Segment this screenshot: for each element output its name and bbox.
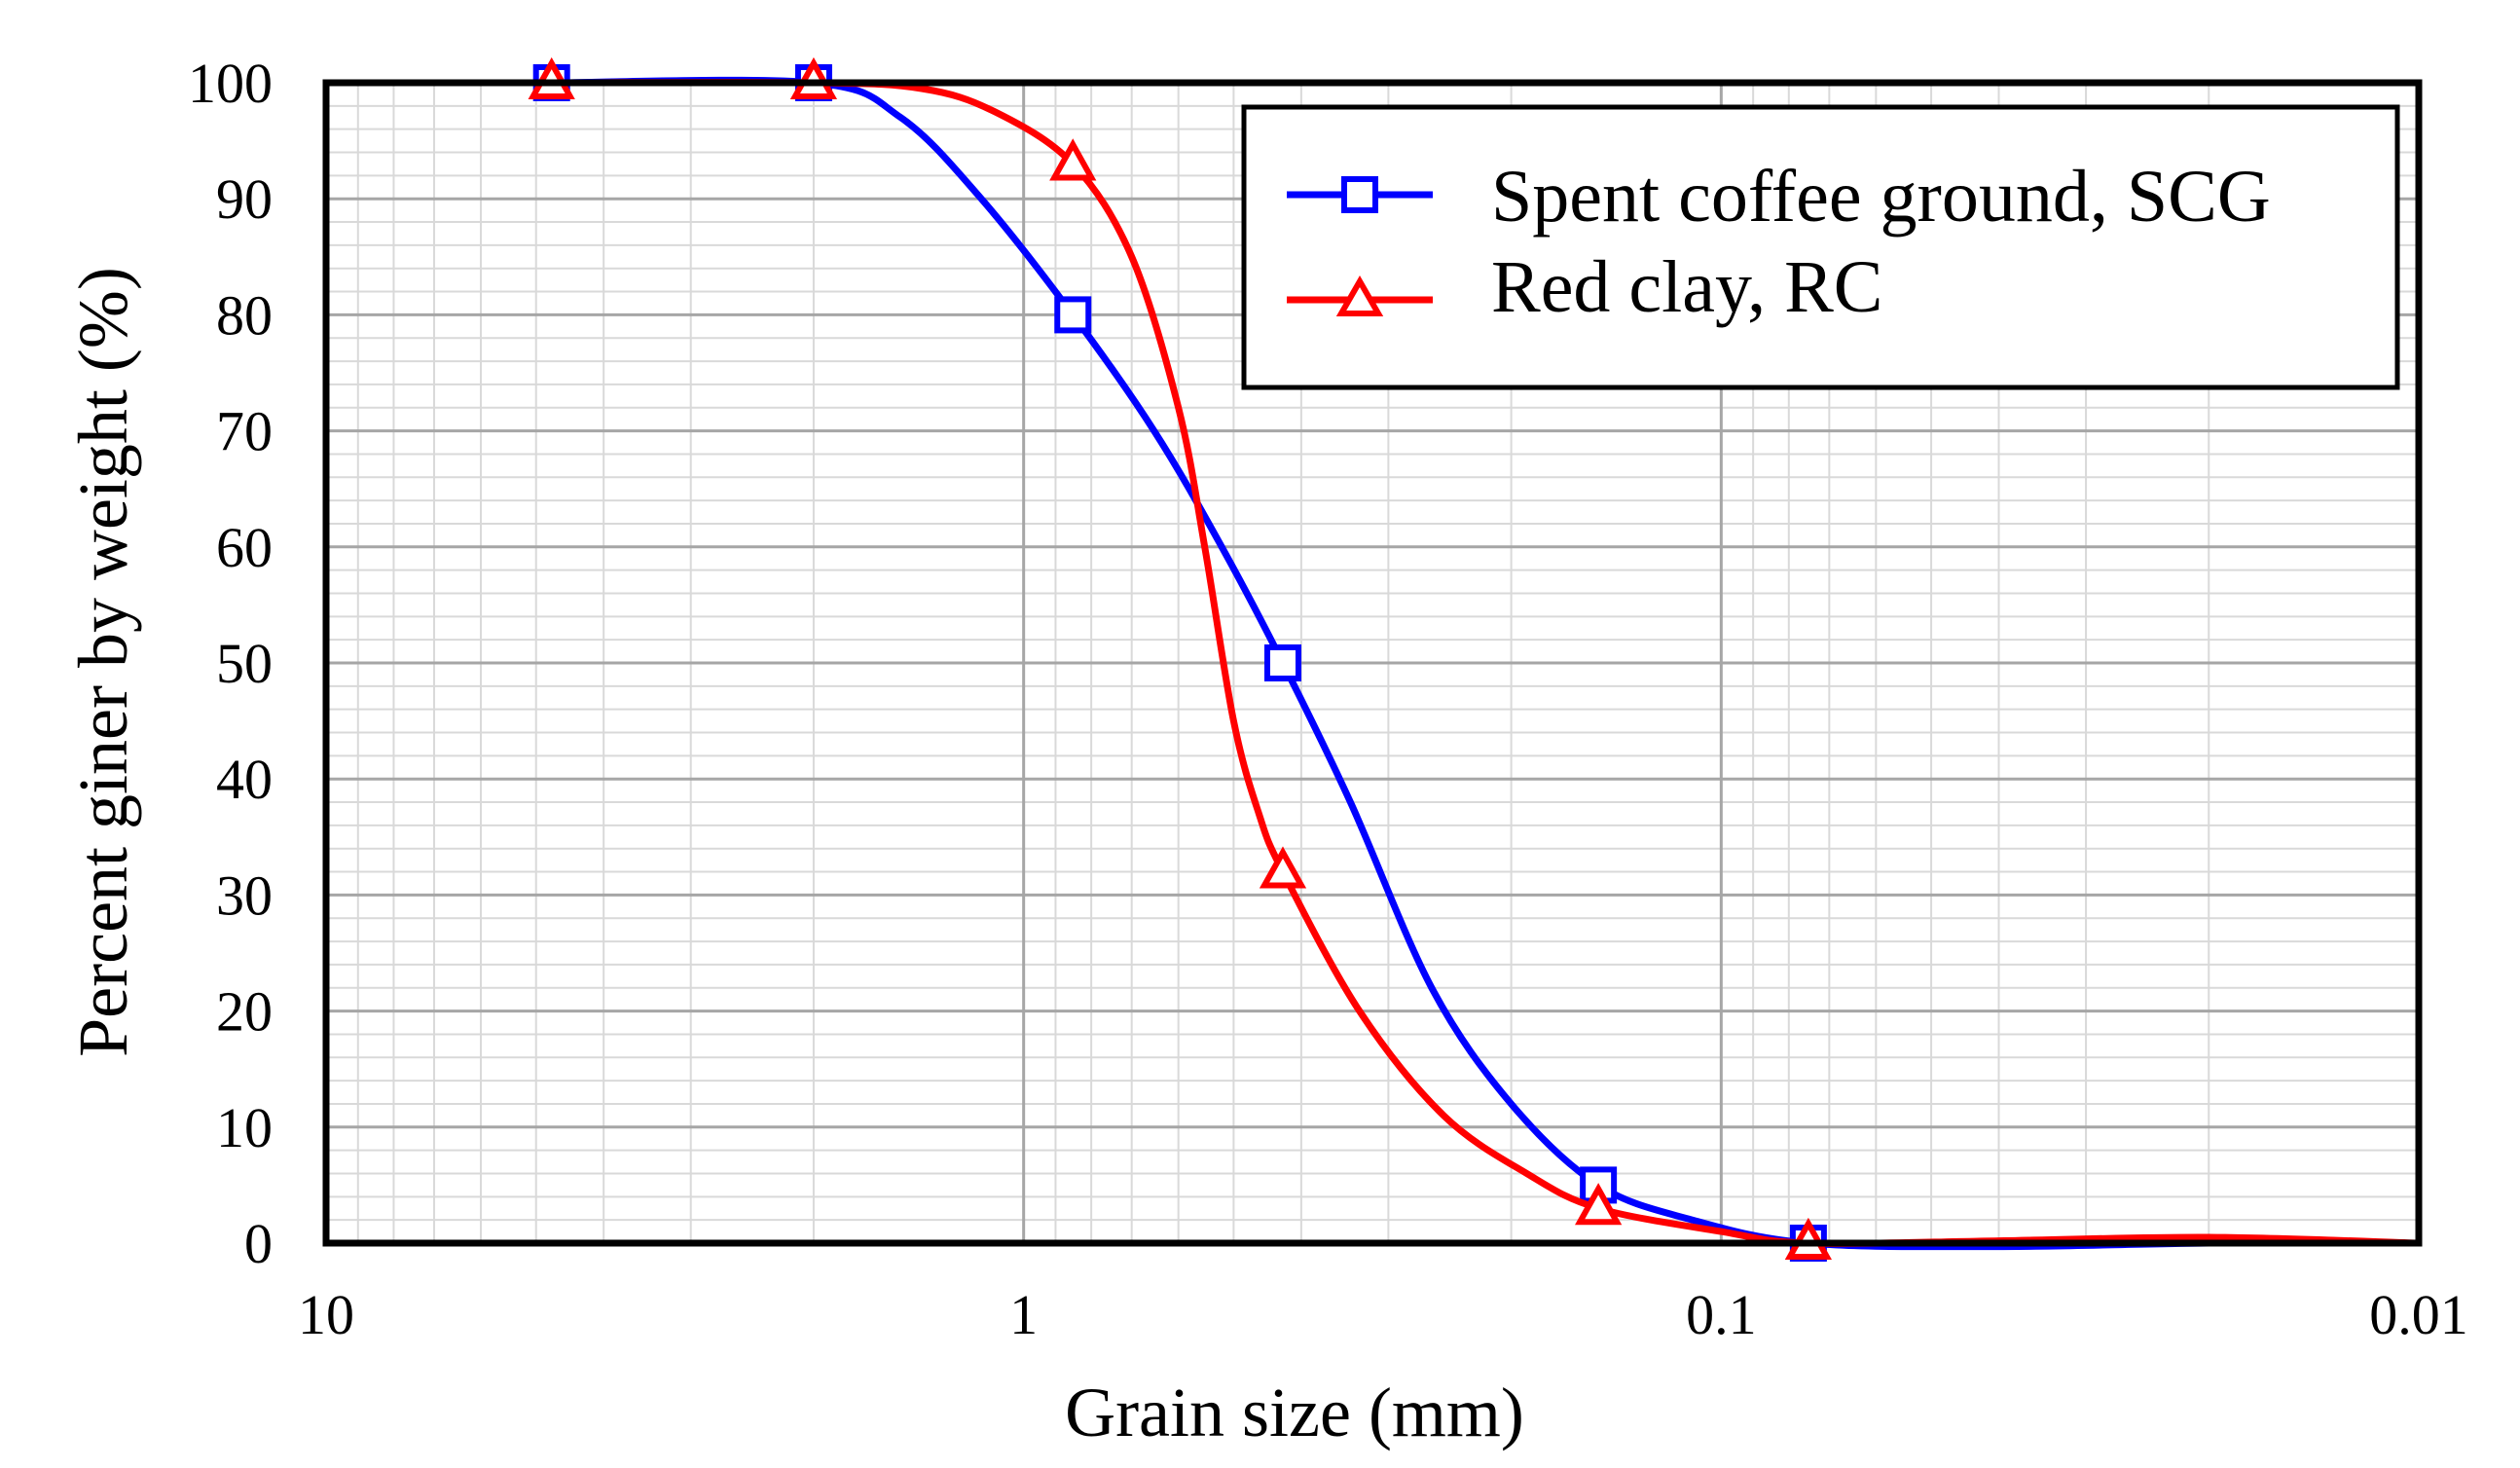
legend-rc-label: Red clay, RC xyxy=(1491,246,1882,328)
series-scg-line xyxy=(551,76,2420,1251)
y-tick-label: 50 xyxy=(216,632,273,695)
x-tick-label: 10 xyxy=(298,1283,354,1346)
x-tick-label: 0.01 xyxy=(2369,1283,2468,1346)
legend-scg-marker xyxy=(1341,176,1378,213)
legend: Spent coffee ground, SCG Red clay, RC xyxy=(1241,104,2400,390)
y-tick-label: 100 xyxy=(188,52,273,115)
y-tick-label: 0 xyxy=(244,1212,273,1275)
series-rc-point xyxy=(1575,1183,1623,1226)
y-tick-labels: 0 10 20 30 40 50 60 70 80 90 100 xyxy=(188,52,273,1275)
series-rc-point xyxy=(1049,138,1097,181)
x-axis-title: Grain size (mm) xyxy=(1065,1374,1524,1451)
y-tick-label: 70 xyxy=(216,400,273,463)
y-tick-label: 90 xyxy=(216,167,273,231)
x-tick-label: 1 xyxy=(1009,1283,1038,1346)
y-axis-title: Percent giner by weight (%) xyxy=(64,267,142,1057)
y-tick-label: 10 xyxy=(216,1096,273,1159)
series-scg-point xyxy=(1263,644,1301,681)
y-tick-label: 30 xyxy=(216,863,273,927)
x-tick-label: 0.1 xyxy=(1686,1283,1757,1346)
legend-scg-label: Spent coffee ground, SCG xyxy=(1491,156,2271,238)
y-tick-label: 80 xyxy=(216,283,273,347)
plot-frame xyxy=(322,79,2423,1247)
x-tick-labels: 10 1 0.1 0.01 xyxy=(298,1283,2468,1346)
y-tick-label: 20 xyxy=(216,980,273,1044)
legend-box xyxy=(1241,104,2400,390)
legend-rc-marker xyxy=(1335,275,1384,316)
series-scg-point xyxy=(1054,296,1092,334)
series-rc-point xyxy=(1259,846,1307,889)
y-tick-label: 60 xyxy=(216,516,273,579)
y-tick-label: 40 xyxy=(216,748,273,811)
